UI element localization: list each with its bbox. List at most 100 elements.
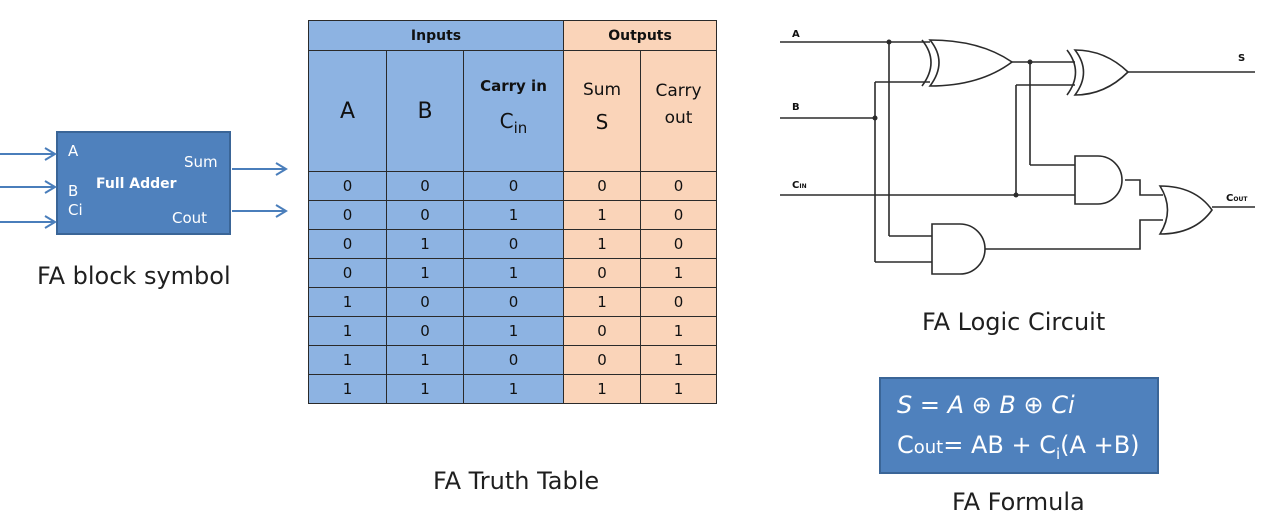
circuit-label-cout-main: C bbox=[1226, 193, 1233, 204]
cell-sum: 1 bbox=[563, 374, 642, 404]
circuit-label-s: S bbox=[1238, 53, 1245, 64]
output-arrowhead-sum bbox=[275, 162, 288, 176]
fa-block-box bbox=[56, 131, 231, 235]
cell-b: 0 bbox=[386, 287, 464, 317]
circuit-label-cin-sub: IN bbox=[799, 183, 806, 190]
cell-cout: 1 bbox=[640, 374, 718, 404]
cell-sum: 0 bbox=[563, 345, 642, 375]
circuit-label-cin: CIN bbox=[792, 180, 807, 191]
input-arrowhead-a bbox=[44, 147, 57, 161]
formula-carry-out-sub: out bbox=[913, 437, 944, 458]
formula-carry-i-sub: i bbox=[1056, 444, 1061, 463]
carry-in-label: Carry in bbox=[480, 77, 547, 95]
block-label-b: B bbox=[68, 182, 79, 200]
fa-block-diagram bbox=[0, 131, 288, 235]
block-label-a: A bbox=[68, 142, 79, 160]
xor-gate-2-back bbox=[1066, 49, 1077, 96]
cell-cin: 0 bbox=[462, 345, 565, 375]
cell-a: 0 bbox=[308, 171, 387, 201]
output-arrowhead-cout bbox=[275, 204, 288, 218]
circuit-label-cout: COUT bbox=[1226, 193, 1248, 204]
xor-gate-2 bbox=[1073, 49, 1130, 96]
junction-xor1 bbox=[1027, 59, 1033, 65]
cell-cin: 0 bbox=[462, 229, 565, 259]
cell-cout: 0 bbox=[640, 287, 718, 317]
cell-sum: 1 bbox=[563, 287, 642, 317]
formula-caption: FA Formula bbox=[952, 488, 1085, 516]
col-header-a: A bbox=[308, 50, 387, 172]
cell-cout: 0 bbox=[640, 200, 718, 230]
carry-in-symbol: Cin bbox=[464, 109, 563, 137]
wire-and1-to-or bbox=[1125, 179, 1163, 196]
table-row: 0 1 1 0 1 bbox=[308, 258, 718, 288]
table-row: 1 1 0 0 1 bbox=[308, 345, 718, 375]
cell-sum: 1 bbox=[563, 200, 642, 230]
carry-in-symbol-main: C bbox=[499, 109, 514, 133]
block-label-ci: Ci bbox=[68, 201, 83, 219]
cell-cout: 1 bbox=[640, 316, 718, 346]
cell-a: 1 bbox=[308, 374, 387, 404]
table-row: 0 1 0 1 0 bbox=[308, 229, 718, 259]
sum-symbol: S bbox=[595, 109, 609, 134]
circuit-label-a: A bbox=[792, 29, 800, 40]
cell-b: 1 bbox=[386, 345, 464, 375]
formula-carry-eq: = AB + C bbox=[943, 431, 1056, 459]
cell-a: 0 bbox=[308, 229, 387, 259]
cell-sum: 0 bbox=[563, 316, 642, 346]
junction-a bbox=[886, 39, 892, 45]
cell-cin: 1 bbox=[462, 374, 565, 404]
formula-carry-c: C bbox=[897, 431, 914, 459]
formula-carry-tail: (A +B) bbox=[1060, 431, 1140, 459]
cell-a: 0 bbox=[308, 258, 387, 288]
table-row: 1 1 1 1 1 bbox=[308, 374, 718, 404]
carry-in-symbol-sub: in bbox=[513, 119, 528, 137]
block-caption: FA block symbol bbox=[37, 262, 231, 290]
cell-cin: 1 bbox=[462, 258, 565, 288]
input-arrowhead-ci bbox=[44, 215, 57, 229]
header-outputs: Outputs bbox=[563, 20, 718, 51]
block-title: Full Adder bbox=[96, 176, 177, 192]
col-header-sum: Sum S bbox=[563, 50, 642, 172]
cell-a: 1 bbox=[308, 345, 387, 375]
cell-b: 1 bbox=[386, 258, 464, 288]
cell-a: 1 bbox=[308, 287, 387, 317]
table-row: 0 0 0 0 0 bbox=[308, 171, 718, 201]
cell-cin: 1 bbox=[462, 200, 565, 230]
cell-sum: 1 bbox=[563, 229, 642, 259]
cell-b: 0 bbox=[386, 171, 464, 201]
circuit-caption: FA Logic Circuit bbox=[922, 308, 1106, 336]
cell-a: 0 bbox=[308, 200, 387, 230]
cell-cin: 0 bbox=[462, 287, 565, 317]
circuit-label-cin-main: C bbox=[792, 180, 799, 191]
cell-cin: 1 bbox=[462, 316, 565, 346]
table-row: 0 0 1 1 0 bbox=[308, 200, 718, 230]
table-caption: FA Truth Table bbox=[433, 467, 600, 495]
or-gate bbox=[1158, 185, 1213, 235]
block-label-cout: Cout bbox=[172, 209, 208, 227]
sum-label: Sum bbox=[582, 79, 622, 100]
header-inputs: Inputs bbox=[307, 20, 565, 51]
and-gate-2 bbox=[931, 223, 986, 275]
cell-sum: 0 bbox=[563, 258, 642, 288]
formula-sum: S = A ⊕ B ⊕ Ci bbox=[897, 391, 1075, 419]
cell-cout: 1 bbox=[640, 345, 718, 375]
table-row: 1 0 0 1 0 bbox=[308, 287, 718, 317]
circuit-label-cout-sub: OUT bbox=[1233, 196, 1248, 203]
block-label-sum: Sum bbox=[184, 153, 218, 171]
junction-b bbox=[872, 115, 878, 121]
xor-gate-1 bbox=[928, 39, 1014, 87]
carry-out-label-top: Carry bbox=[655, 81, 702, 101]
cell-cout: 1 bbox=[640, 258, 718, 288]
cell-b: 0 bbox=[386, 316, 464, 346]
cell-sum: 0 bbox=[563, 171, 642, 201]
formula-box: S = A ⊕ B ⊕ Ci Cout= AB + Ci(A +B) bbox=[879, 377, 1159, 474]
cell-cin: 0 bbox=[462, 171, 565, 201]
and-gate-1 bbox=[1074, 155, 1123, 205]
col-header-carry-in: Carry in Cin bbox=[462, 50, 565, 172]
formula-carry: Cout= AB + Ci(A +B) bbox=[897, 431, 1140, 463]
cell-b: 1 bbox=[386, 229, 464, 259]
xor-gate-1-back bbox=[921, 39, 932, 87]
carry-out-label-bottom: out bbox=[664, 108, 693, 128]
truth-table: Inputs Outputs A B Carry in Cin Sum S Ca… bbox=[307, 20, 718, 404]
cell-cout: 0 bbox=[640, 229, 718, 259]
